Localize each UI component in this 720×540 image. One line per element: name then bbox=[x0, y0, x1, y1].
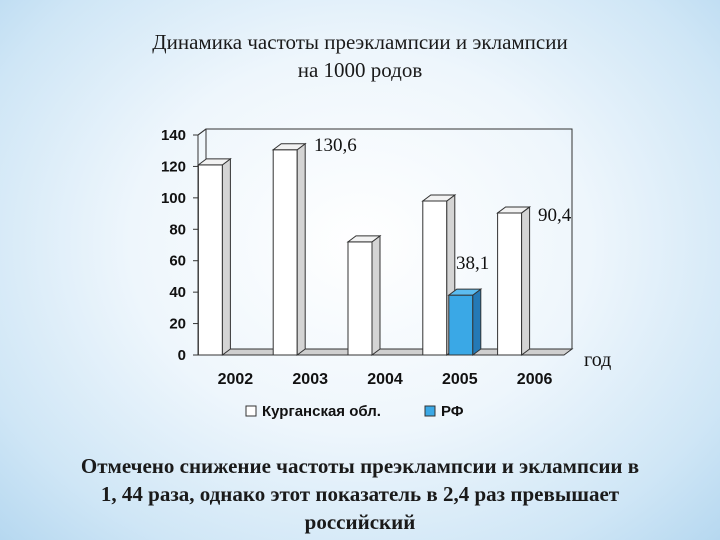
legend-swatch-rf bbox=[424, 405, 436, 417]
data-label-130-6: 130,6 bbox=[314, 135, 357, 156]
conclusion-text: Отмечено снижение частоты преэклампсии и… bbox=[0, 452, 720, 536]
y-tick-label: 140 bbox=[161, 127, 186, 144]
x-tick-label-2004: 2004 bbox=[367, 371, 403, 388]
bars bbox=[196, 142, 532, 356]
y-tick-diag bbox=[197, 128, 207, 136]
chart-title: Динамика частоты преэклампсии и эклампси… bbox=[0, 28, 720, 84]
x-tick-label-2003: 2003 bbox=[292, 371, 328, 388]
x-tick-label-2006: 2006 bbox=[517, 371, 553, 388]
caption-line-2: 1, 44 раза, однако этот показатель в 2,4… bbox=[100, 482, 620, 506]
caption-line-3: российский bbox=[304, 510, 416, 534]
caption-line-1: Отмечено снижение частоты преэклампсии и… bbox=[80, 454, 640, 478]
y-tick-label: 40 bbox=[169, 284, 186, 301]
bar-2002-kurgan bbox=[196, 157, 232, 356]
bar-2003-kurgan bbox=[271, 142, 307, 356]
x-tick-label-2002: 2002 bbox=[218, 371, 254, 388]
data-label-38-1: 38,1 bbox=[456, 253, 489, 274]
x-axis-label: год bbox=[584, 349, 611, 371]
legend: Курганская обл. РФ bbox=[245, 403, 464, 420]
legend-label-rf: РФ bbox=[441, 403, 464, 420]
x-tick-label-2005: 2005 bbox=[442, 371, 478, 388]
y-tick-label: 20 bbox=[169, 316, 186, 333]
bar-2006-kurgan bbox=[496, 205, 532, 356]
title-line-1: Динамика частоты преэклампсии и эклампси… bbox=[152, 30, 568, 54]
x-axis-ticks: 2002 2003 2004 2005 2006 bbox=[218, 371, 553, 388]
y-tick-label: 80 bbox=[169, 221, 186, 238]
legend-label-kurgan: Курганская обл. bbox=[262, 403, 381, 420]
y-tick-label: 60 bbox=[169, 253, 186, 270]
y-tick-label: 0 bbox=[178, 347, 186, 364]
y-tick-label: 100 bbox=[161, 190, 186, 207]
bar-2005-rf bbox=[447, 288, 483, 356]
bar-2004-kurgan bbox=[346, 234, 382, 356]
legend-swatch-kurgan bbox=[245, 405, 257, 417]
title-line-2: на 1000 родов bbox=[297, 58, 423, 82]
y-tick-label: 120 bbox=[161, 158, 186, 175]
data-label-90-4: 90,4 bbox=[538, 205, 572, 226]
